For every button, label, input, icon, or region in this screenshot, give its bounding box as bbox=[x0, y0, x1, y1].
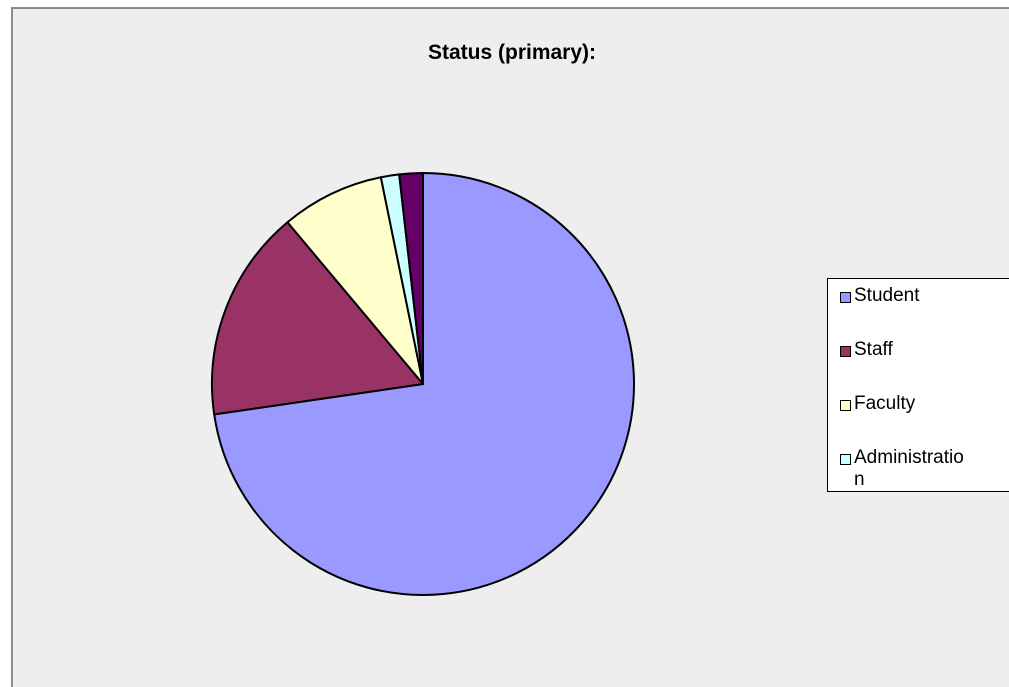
legend-swatch bbox=[840, 454, 851, 465]
pie-slice-student bbox=[213, 172, 635, 596]
legend-item-student: Student bbox=[840, 285, 1009, 307]
legend-label: Faculty bbox=[854, 393, 916, 414]
pie-chart bbox=[211, 172, 635, 596]
chart-area: Status (primary): Student Staff Faculty Adm… bbox=[11, 7, 1009, 687]
pie-slice-staff bbox=[211, 221, 424, 416]
pie-slice-faculty bbox=[286, 176, 424, 385]
legend: Student Staff Faculty Administratio n bbox=[827, 278, 1009, 492]
legend-swatch bbox=[840, 400, 851, 411]
pie-slice-unlabeled-4 bbox=[398, 172, 424, 385]
legend-label: Administratio n bbox=[854, 447, 964, 490]
legend-item-administration: Administratio n bbox=[840, 447, 1009, 491]
legend-item-staff: Staff bbox=[840, 339, 1009, 361]
chart-title: Status (primary): bbox=[427, 41, 597, 64]
legend-swatch bbox=[840, 292, 851, 303]
legend-swatch bbox=[840, 346, 851, 357]
legend-label: Student bbox=[854, 285, 920, 306]
legend-item-faculty: Faculty bbox=[840, 393, 1009, 415]
legend-label: Staff bbox=[854, 339, 893, 360]
